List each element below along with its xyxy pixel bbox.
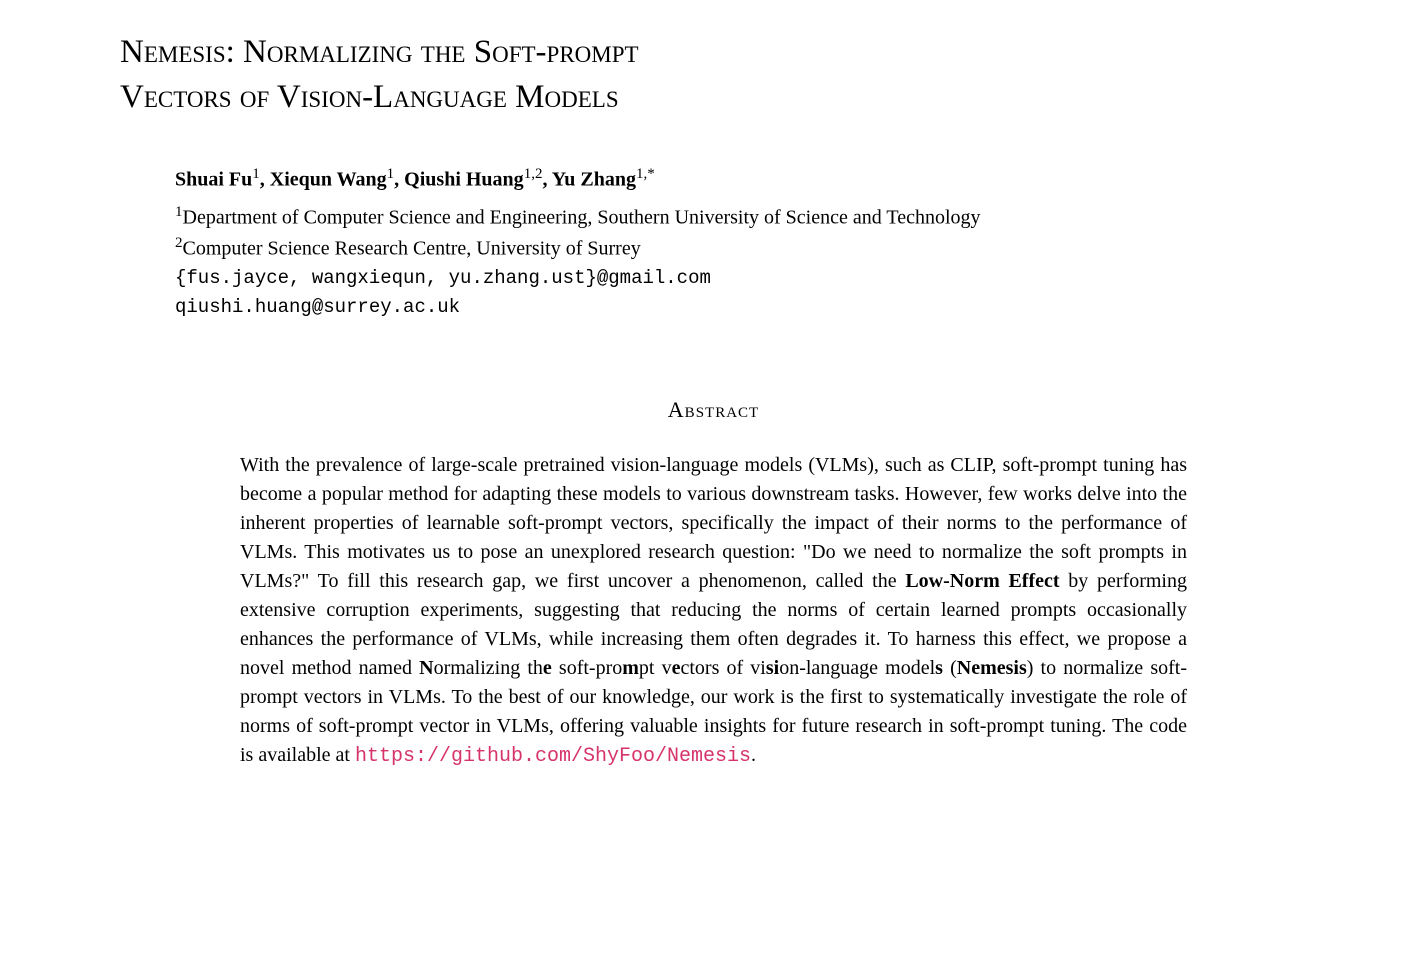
nemesis-e: e (543, 657, 552, 679)
aff1-sup: 1 (175, 204, 183, 220)
title-line-1: Nemesis: Normalizing the Soft-prompt (120, 34, 639, 70)
authors-line: Shuai Fu1, Xiequn Wang1, Qiushi Huang1,2… (175, 164, 1307, 194)
aff2-sup: 2 (175, 235, 183, 251)
author-3-sup: 1,2 (524, 166, 543, 182)
abstract-body: With the prevalence of large-scale pretr… (240, 451, 1187, 771)
affiliation-1: 1Department of Computer Science and Engi… (175, 202, 1307, 232)
nemesis-s: s (935, 657, 943, 679)
abstract-heading: Abstract (120, 395, 1307, 426)
abstract-text-7: on-language model (779, 657, 935, 679)
author-3: Qiushi Huang (404, 169, 524, 191)
author-2: Xiequn Wang (270, 169, 387, 191)
nemesis-m: m (622, 657, 639, 679)
abstract-text-3: ormalizing th (434, 657, 543, 679)
author-4-sup: 1,* (636, 166, 655, 182)
affiliation-2: 2Computer Science Research Centre, Unive… (175, 233, 1307, 263)
github-link[interactable]: https://github.com/ShyFoo/Nemesis (355, 745, 751, 768)
abstract-period: . (751, 744, 756, 766)
abstract-bold-2: Nemesis (957, 657, 1027, 679)
abstract-text-8: ( (943, 657, 957, 679)
author-1-sup: 1 (252, 166, 260, 182)
aff2-text: Computer Science Research Centre, Univer… (183, 238, 641, 260)
paper-title: Nemesis: Normalizing the Soft-prompt Vec… (120, 30, 1307, 119)
aff1-text: Department of Computer Science and Engin… (183, 206, 981, 228)
author-1: Shuai Fu (175, 169, 252, 191)
title-line-2: Vectors of Vision-Language Models (120, 79, 619, 115)
abstract-text-4: soft-pro (552, 657, 622, 679)
nemesis-e2: e (672, 657, 681, 679)
nemesis-si: si (766, 657, 779, 679)
abstract-bold-1: Low-Norm Effect (905, 570, 1059, 592)
abstract-text-6: ctors of vi (681, 657, 766, 679)
emails-line-2: qiushi.huang@surrey.ac.uk (175, 294, 1307, 321)
nemesis-n: N (419, 657, 433, 679)
abstract-text-5: pt v (639, 657, 672, 679)
emails-line-1: {fus.jayce, wangxiequn, yu.zhang.ust}@gm… (175, 265, 1307, 292)
author-4: Yu Zhang (552, 169, 636, 191)
